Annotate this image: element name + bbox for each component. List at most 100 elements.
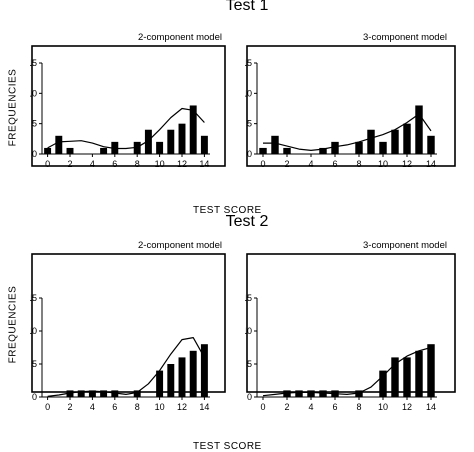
chart-3-bar bbox=[415, 350, 423, 397]
chart-1-bar bbox=[283, 147, 291, 154]
chart-2-xtick-label: 10 bbox=[155, 402, 165, 410]
chart-3-ytick-label: 10 bbox=[245, 326, 252, 336]
chart-0-bar bbox=[178, 123, 186, 154]
chart-2-bar bbox=[133, 390, 141, 397]
chart-3-bar bbox=[355, 390, 363, 397]
chart-2-bar bbox=[66, 390, 74, 397]
chart-1-bar bbox=[391, 129, 399, 154]
chart-2-title: 2-component model bbox=[138, 240, 222, 251]
test-1-title: Test 1 bbox=[225, 0, 269, 14]
chart-1-xtick-label: 6 bbox=[332, 159, 337, 169]
chart-1-bar bbox=[403, 123, 411, 154]
chart-3-bar bbox=[307, 390, 315, 397]
chart-2-bar bbox=[156, 370, 164, 397]
chart-1-xtick-label: 14 bbox=[426, 159, 436, 169]
chart-0-xtick-label: 10 bbox=[155, 159, 165, 169]
chart-1-bar bbox=[379, 141, 387, 154]
chart-0-xtick-label: 6 bbox=[112, 159, 117, 169]
chart-0-bar bbox=[200, 135, 208, 154]
chart-0-xtick-label: 0 bbox=[45, 159, 50, 169]
chart-3-bar bbox=[379, 370, 387, 397]
test-2-title: Test 2 bbox=[225, 213, 269, 230]
chart-0-bar bbox=[144, 129, 152, 154]
chart-3-xtick-label: 0 bbox=[260, 402, 265, 410]
chart-2-xtick-label: 0 bbox=[45, 402, 50, 410]
chart-0-ytick-label: 5 bbox=[32, 119, 37, 129]
chart-1-bar bbox=[271, 135, 279, 154]
chart-1-xtick-label: 4 bbox=[308, 159, 313, 169]
x-axis-label-bottom: TEST SCORE bbox=[193, 441, 262, 452]
chart-2-xtick-label: 4 bbox=[90, 402, 95, 410]
chart-2-xtick-label: 14 bbox=[199, 402, 209, 410]
chart-3-xtick-label: 14 bbox=[426, 402, 436, 410]
chart-2-xtick-label: 8 bbox=[135, 402, 140, 410]
chart-1-xtick-label: 8 bbox=[356, 159, 361, 169]
chart-0-ytick-label: 0 bbox=[32, 149, 37, 159]
chart-3-bar bbox=[295, 390, 303, 397]
chart-0-bar bbox=[44, 147, 52, 154]
chart-3-bar bbox=[427, 344, 435, 397]
chart-1-title: 3-component model bbox=[363, 32, 447, 43]
chart-2-xtick-label: 6 bbox=[112, 402, 117, 410]
chart-1-fit-line bbox=[263, 113, 432, 152]
chart-3-title: 3-component model bbox=[363, 240, 447, 251]
chart-1-bar bbox=[415, 105, 423, 154]
chart-2-bar bbox=[189, 350, 197, 397]
chart-3-ytick-label: 15 bbox=[245, 293, 252, 303]
chart-0-xtick-label: 8 bbox=[135, 159, 140, 169]
chart-2-bar bbox=[88, 390, 96, 397]
chart-0-xtick-label: 12 bbox=[177, 159, 187, 169]
chart-3-xtick-label: 6 bbox=[332, 402, 337, 410]
chart-2-bar bbox=[200, 344, 208, 397]
chart-2-bar bbox=[178, 357, 186, 397]
chart-1-bar bbox=[319, 147, 327, 154]
chart-2-frame bbox=[31, 253, 226, 393]
chart-3-bar bbox=[403, 357, 411, 397]
chart-2-bar bbox=[77, 390, 85, 397]
chart-1-ytick-label: 15 bbox=[245, 58, 252, 68]
chart-0-ytick-label: 15 bbox=[30, 58, 37, 68]
chart-3-xtick-label: 8 bbox=[356, 402, 361, 410]
chart-1-xtick-label: 0 bbox=[260, 159, 265, 169]
y-axis-label-bottom: FREQUENCIES bbox=[7, 285, 19, 364]
x-axis-label-top: TEST SCORE bbox=[193, 205, 262, 216]
chart-0-bar bbox=[133, 141, 141, 154]
chart-2-bar bbox=[167, 364, 175, 397]
chart-3-xtick-label: 2 bbox=[284, 402, 289, 410]
chart-0-bar bbox=[55, 135, 63, 154]
chart-3-bar bbox=[319, 390, 327, 397]
y-axis-label-top: FREQUENCIES bbox=[7, 68, 19, 147]
chart-3-fit-line bbox=[262, 346, 432, 397]
chart-test1-3comp: 3-component model 0 5 10 15 0 2 4 6 8 10 12 14 bbox=[245, 32, 456, 169]
chart-0-frame bbox=[31, 45, 226, 167]
chart-2-ytick-label: 5 bbox=[32, 359, 37, 369]
chart-2-bar bbox=[100, 390, 108, 397]
chart-3-xtick-label: 10 bbox=[378, 402, 388, 410]
chart-1-xtick-label: 12 bbox=[402, 159, 412, 169]
chart-3-frame bbox=[246, 253, 456, 393]
chart-2-xtick-label: 2 bbox=[67, 402, 72, 410]
chart-1-xtick-label: 10 bbox=[378, 159, 388, 169]
chart-2-xtick-label: 12 bbox=[177, 402, 187, 410]
chart-test2-3comp: 3-component model 0 5 10 15 0 2 4 6 8 10 12 14 bbox=[245, 240, 456, 410]
chart-0-bar bbox=[167, 129, 175, 154]
chart-1-bar bbox=[367, 129, 375, 154]
chart-3-ytick-label: 0 bbox=[247, 392, 252, 402]
chart-0-bar bbox=[189, 105, 197, 154]
chart-3-xtick-label: 4 bbox=[308, 402, 313, 410]
chart-2-bar bbox=[111, 390, 119, 397]
chart-1-ytick-label: 5 bbox=[247, 119, 252, 129]
chart-2-ytick-label: 0 bbox=[32, 392, 37, 402]
chart-1-frame bbox=[246, 45, 456, 167]
chart-1-ytick-label: 0 bbox=[247, 149, 252, 159]
chart-test1-2comp: 2-component model 0 5 10 15 0 2 4 6 8 10 12 14 bbox=[30, 32, 226, 169]
chart-3-xtick-label: 12 bbox=[402, 402, 412, 410]
chart-0-bar bbox=[156, 141, 164, 154]
chart-2-fit-line bbox=[47, 336, 205, 397]
chart-0-title: 2-component model bbox=[138, 32, 222, 43]
chart-3-bar bbox=[283, 390, 291, 397]
chart-test2-2comp: 2-component model 0 5 10 15 0 2 4 6 8 10 12 14 bbox=[30, 240, 226, 410]
chart-0-ytick-label: 10 bbox=[30, 88, 37, 98]
chart-1-bar bbox=[427, 135, 435, 154]
chart-0-xtick-label: 14 bbox=[199, 159, 209, 169]
